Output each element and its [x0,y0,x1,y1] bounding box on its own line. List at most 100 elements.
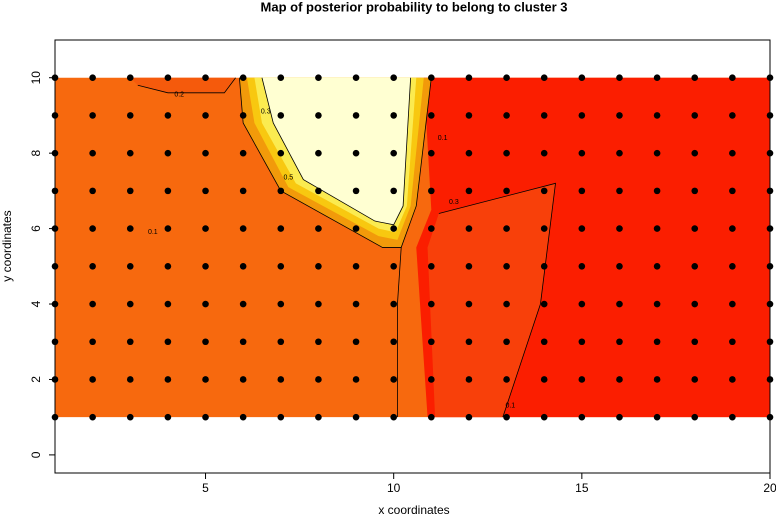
point [691,225,699,232]
x-axis-label: x coordinates [378,503,449,517]
point [503,225,510,232]
point [503,149,510,157]
point [89,112,96,119]
point [239,376,247,383]
point [503,74,510,82]
point [239,300,247,308]
point [540,338,548,346]
point [315,225,322,232]
point [202,187,209,195]
point [540,225,548,232]
point [126,187,134,195]
point [126,225,134,232]
point [390,300,397,308]
x-tick-label: 5 [202,481,209,495]
point [578,338,586,346]
point [352,187,360,195]
y-tick-label: 2 [29,376,43,383]
point [540,300,548,308]
point [277,413,285,421]
point [428,149,435,157]
point [465,300,473,308]
point [729,112,736,119]
point [164,225,172,232]
point [126,376,134,383]
point [540,376,548,383]
point [540,187,548,195]
point [729,300,736,308]
point [390,338,397,346]
surface [261,77,411,225]
point [164,74,172,82]
point [465,263,473,270]
contour-label: 0.2 [174,92,184,99]
point [164,112,172,119]
point [465,149,473,157]
point [616,376,623,383]
point [239,413,247,421]
point [390,225,397,232]
point [126,413,134,421]
point [277,225,285,232]
point [691,376,699,383]
contour-label: 0.3 [449,199,459,206]
x-tick-label: 20 [763,481,776,495]
point [352,263,360,270]
point [691,338,699,346]
point [691,187,699,195]
point [428,300,435,308]
point [465,338,473,346]
y-tick-label: 4 [29,300,43,307]
point [428,338,435,346]
point [540,74,548,82]
point [202,413,209,421]
point [653,263,661,270]
point [202,225,209,232]
point [239,187,247,195]
point [390,74,397,82]
point [578,263,586,270]
point [89,263,96,270]
point [315,112,322,119]
point [89,187,96,195]
point [729,338,736,346]
point [428,225,435,232]
point [616,338,623,346]
point [277,74,285,82]
point [202,338,209,346]
point [315,300,322,308]
contour-line [261,77,412,226]
point [277,149,285,157]
point [691,263,699,270]
point [202,263,209,270]
point [465,413,473,421]
point [465,187,473,195]
contour-line [238,77,432,248]
y-axis-label: y coordinates [0,210,14,281]
point [202,300,209,308]
point [616,149,623,157]
point [503,300,510,308]
point [428,112,435,119]
contour-line [438,182,556,418]
point [729,149,736,157]
contour-label: 0.1 [148,229,158,236]
x-tick-label: 15 [575,481,589,495]
point [352,413,360,421]
point [390,112,397,119]
point [126,74,134,82]
x-tick-label: 10 [387,481,401,495]
point [729,376,736,383]
point [89,376,96,383]
point [239,149,247,157]
point [428,74,435,82]
point [202,74,209,82]
point [239,225,247,232]
y-tick-label: 0 [29,451,43,458]
point [202,112,209,119]
point [653,149,661,157]
point [390,263,397,270]
point [352,338,360,346]
point [277,338,285,346]
